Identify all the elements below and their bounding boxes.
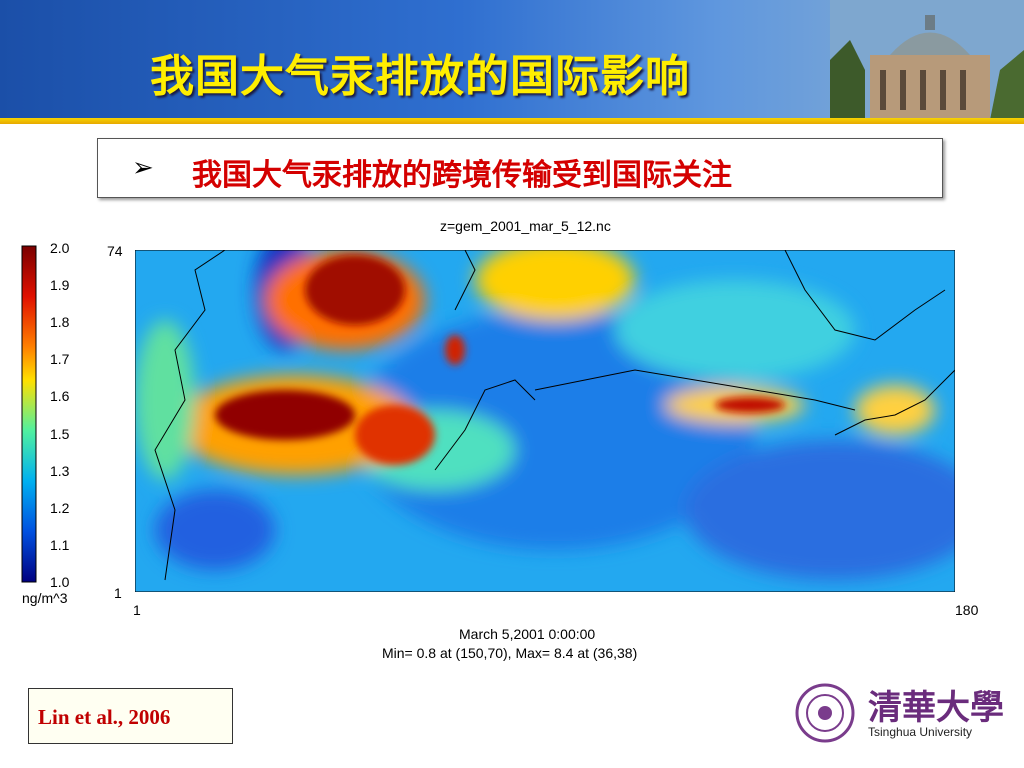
building-photo <box>830 0 1024 120</box>
colorbar-label: 1.0 <box>50 574 70 590</box>
university-seal <box>795 683 855 743</box>
bullet-box <box>97 138 943 198</box>
slide-title: 我国大气汞排放的国际影响 <box>150 51 690 102</box>
colorbar <box>21 245 37 583</box>
colorbar-label: 1.5 <box>50 425 70 442</box>
colorbar-label: 1.7 <box>50 351 70 368</box>
colorbar-label: 1.2 <box>50 499 70 516</box>
citation: Lin et al., 2006 <box>38 705 171 729</box>
figure-title: z=gem_2001_mar_5_12.nc <box>440 218 611 234</box>
caption-line: Min= 0.8 at (150,70), Max= 8.4 at (36,38… <box>382 645 638 661</box>
colorbar-label: 1.1 <box>50 536 70 553</box>
bullet-marker: ➢ <box>132 152 154 182</box>
colorbar-unit: ng/m^3 <box>22 590 68 606</box>
colorbar-label: 1.9 <box>50 277 70 294</box>
colorbar-label: 1.3 <box>50 462 70 479</box>
header-band <box>0 0 1024 120</box>
colorbar-label: 2.0 <box>50 240 70 256</box>
x-axis-label: 180 <box>955 602 979 618</box>
y-axis-label: 74 <box>107 243 123 259</box>
logo-english: Tsinghua University <box>868 725 973 739</box>
logo-chinese: 清華大學 <box>868 688 1004 728</box>
colorbar-label: 1.8 <box>50 314 70 331</box>
header-rule <box>0 118 1024 124</box>
concentration-map <box>135 250 955 592</box>
bullet-text: 我国大气汞排放的跨境传输受到国际关注 <box>192 158 732 193</box>
caption-line: March 5,2001 0:00:00 <box>459 626 596 642</box>
x-axis-label: 1 <box>133 602 141 618</box>
y-axis-label: 1 <box>114 585 122 601</box>
citation-box <box>28 688 233 744</box>
colorbar-label: 1.6 <box>50 388 70 405</box>
